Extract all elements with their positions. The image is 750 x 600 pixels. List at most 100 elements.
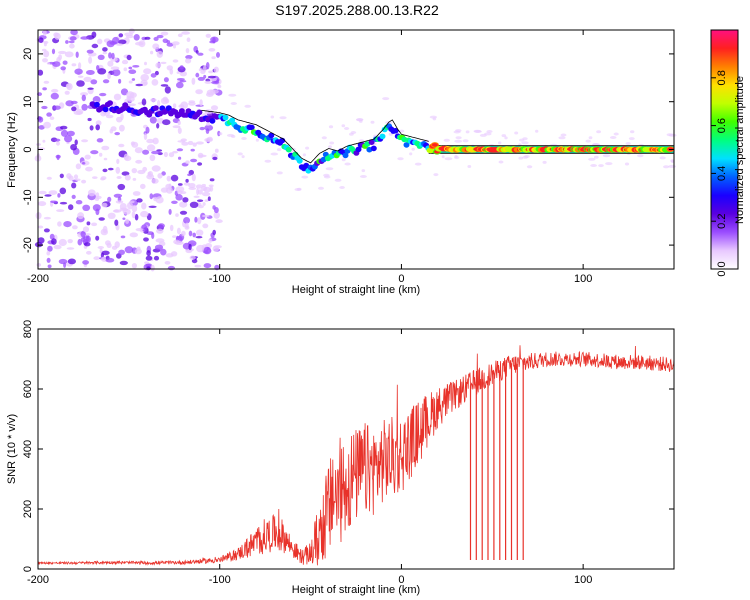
spectrogram-cell [134,213,139,221]
spectrogram-cell [42,139,46,143]
spectrogram-cell [637,154,644,158]
spectrogram-cell [156,228,164,234]
spectrogram-cell [411,147,415,151]
spectrogram-cell [135,159,143,164]
spectrogram-cell [82,162,86,165]
spectrogram-cell [119,203,127,210]
spectrogram-cell [670,159,675,163]
spectrogram-cell [213,211,220,219]
spectrogram-cell [85,166,93,172]
spectrogram-cell [60,66,66,71]
spectrogram-x-axis: -200 -100 0 100 [27,30,592,285]
spectrogram-cell [98,217,105,221]
snr-x-axis: -200 -100 0 100 [27,329,592,586]
spectrogram-cell [149,154,156,162]
spectrogram-cell [106,242,112,248]
spectrogram-cell [73,110,83,115]
spectrogram-cell [185,222,189,229]
spectrogram-cell [177,33,183,38]
colorbar-ticks: 0.0 0.2 0.4 0.6 0.8 [711,70,728,277]
spectrogram-cell [142,149,150,155]
spectrogram-ridge-peak [431,143,438,147]
spectrogram-cell [120,88,129,96]
spectrogram-cell [131,78,136,81]
spectrogram-cell [117,39,127,45]
spectrogram-ridge-cell [209,118,216,124]
spectrogram-cell [146,144,156,152]
spectrogram-cell [558,136,566,140]
spectrogram-cell [189,255,196,260]
spectrogram-cell [214,148,219,153]
spectrogram-cell [195,50,199,54]
spectrogram-cell [356,118,364,122]
spectrogram-cell [70,144,77,151]
spectrogram-cell [341,158,346,162]
spectrogram-cell [119,124,125,132]
spectrogram-cell [169,224,174,232]
spectrogram-cell [145,255,153,261]
snr-x-tick-label: 100 [574,574,592,586]
spectrogram-cell [208,238,213,243]
spectrogram-cell [152,137,159,145]
spectrogram-cell [625,142,631,145]
snr-panel: -200 -100 0 100 0 200 400 600 800 Height of str… [6,320,675,596]
spectrogram-cell [199,99,203,107]
spectrogram-cell [279,116,287,120]
spectrogram-cell [175,186,185,193]
spectrogram-cell [65,83,71,89]
spectrogram-cell [160,61,167,65]
spectrogram-cell [46,257,51,263]
spectrogram-cell [504,136,508,140]
spectrogram-cell [663,165,670,169]
spectrogram-cell [91,222,98,227]
spectrogram-x-tick-label: -100 [209,273,231,285]
spectrogram-cell [179,80,187,83]
spectrogram-ridge-cell [165,105,172,111]
colorbar-tick-label: 0.8 [716,70,728,85]
spectrogram-cell [301,175,309,179]
spectrogram-cell [90,150,99,155]
spectrogram-cell [141,202,147,210]
spectrogram-cell [205,33,211,38]
spectrogram-cell [152,43,160,50]
spectrogram-cell [59,201,68,205]
spectrogram-cell [201,214,210,218]
spectrogram-cell [185,55,193,60]
spectrogram-cell [479,133,487,137]
spectrogram-cell [41,48,47,52]
spectrogram-cell [51,88,59,93]
spectrogram-cell [160,84,169,87]
spectrogram-cell [148,205,157,208]
spectrogram-cell [113,193,123,198]
spectrogram-x-tick-label: -200 [27,273,49,285]
spectrogram-cell [414,162,422,166]
spectrogram-cell [141,98,147,106]
snr-x-tick-label: 0 [398,574,404,586]
spectrogram-cell [244,104,251,108]
spectrogram-ridge-cell [342,152,349,159]
snr-y-tick-label: 200 [22,500,34,518]
spectrogram-cell [74,139,78,146]
spectrogram-cell [132,65,140,68]
spectrogram-cell [162,119,171,126]
spectrogram-cell [344,162,351,166]
spectrogram-cell [588,136,593,140]
spectrogram-cell [370,120,375,124]
spectrogram-cell [211,56,216,60]
spectrogram-cell [37,237,45,244]
spectrogram-cell [181,230,186,237]
spectrogram-ridge-cell [222,114,229,121]
spectrogram-cell [199,126,205,131]
spectrogram-cell [95,235,100,241]
spectrogram-cell [218,132,223,136]
spectrogram-cell [666,133,674,137]
spectrogram-ridge [89,100,675,174]
spectrogram-cell [50,92,59,100]
spectrogram-cell [67,239,73,244]
spectrogram-cell [433,173,439,177]
spectrogram-cell [114,241,120,249]
spectrogram-cell [165,183,172,190]
spectrogram-cell [85,233,91,236]
spectrogram-cell [328,125,334,129]
spectrogram-cell [172,235,177,238]
